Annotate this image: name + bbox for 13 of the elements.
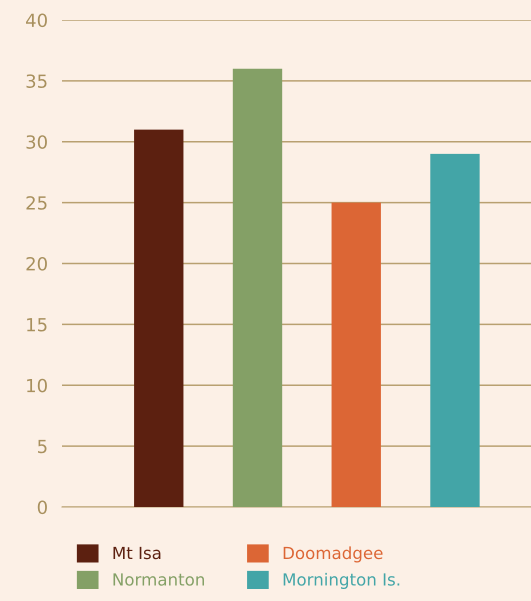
legend-label: Normanton bbox=[114, 573, 204, 586]
y-tick-label: 40 bbox=[26, 13, 47, 28]
y-tick-label: 10 bbox=[27, 378, 47, 392]
legend-label: Doomadgee bbox=[284, 546, 383, 562]
y-tick-label: 20 bbox=[26, 256, 47, 271]
y-tick-label: 35 bbox=[26, 74, 47, 88]
y-tick-label: 5 bbox=[38, 440, 47, 454]
legend-label: Mt Isa bbox=[114, 546, 160, 560]
y-tick-label: 15 bbox=[27, 318, 47, 332]
y-tick-label: 0 bbox=[38, 500, 47, 514]
legend-label: Mornington Is. bbox=[284, 572, 400, 589]
y-tick-label: 30 bbox=[26, 135, 47, 149]
y-tick-label: 25 bbox=[26, 196, 47, 210]
